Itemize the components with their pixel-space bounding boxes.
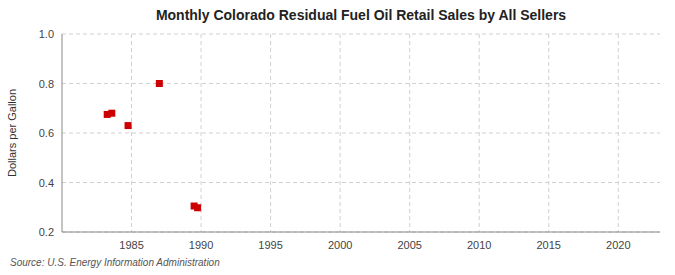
x-tick-label: 1995 [258,239,282,251]
grid-line [62,83,660,84]
grid-line [62,34,660,35]
y-tick-label: 0.8 [39,78,54,90]
x-tick-label: 1990 [189,239,213,251]
grid-line [62,232,660,233]
grid-line [618,34,619,232]
point [194,204,201,211]
grid-line [131,34,132,232]
points [104,80,201,211]
grid-line [62,133,660,134]
x-tick-label: 1985 [119,239,143,251]
x-tick-label: 2020 [606,239,630,251]
title: Monthly Colorado Residual Fuel Oil Retai… [156,7,566,23]
y-tick-label: 1.0 [39,28,54,40]
y-tick-label: 0.4 [39,177,54,189]
point [125,122,132,129]
point [156,80,163,87]
x-tick-label: 2010 [467,239,491,251]
x-tick-label: 2000 [328,239,352,251]
grid-line [201,34,202,232]
grid-line [479,34,480,232]
grid-line [62,182,660,183]
y-axis [62,34,63,232]
grid [62,34,660,232]
x-tick-label: 2005 [397,239,421,251]
y-tick-label: 0.6 [39,127,54,139]
source: Source: U.S. Energy Information Administ… [10,257,220,268]
grid-line [270,34,271,232]
x-axis [62,232,660,233]
grid-line [548,34,549,232]
y-tick-label: 0.2 [39,226,54,238]
x-tick-label: 2015 [537,239,561,251]
point [108,110,115,117]
chart: Monthly Colorado Residual Fuel Oil Retai… [0,0,675,275]
y-axis-label: Dollars per Gallon [6,89,18,177]
grid-line [340,34,341,232]
grid-line [409,34,410,232]
